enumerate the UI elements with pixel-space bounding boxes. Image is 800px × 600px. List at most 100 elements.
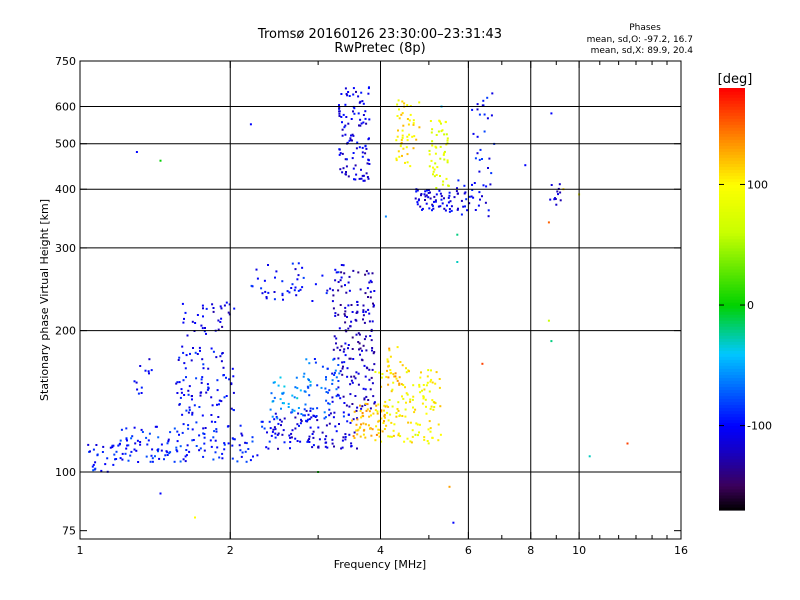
data-point bbox=[127, 444, 130, 447]
colorbar-segment bbox=[719, 115, 745, 119]
data-point bbox=[300, 420, 303, 423]
data-point bbox=[403, 102, 406, 105]
data-point bbox=[333, 411, 336, 414]
colorbar-segment bbox=[719, 274, 745, 279]
data-point bbox=[150, 454, 153, 457]
data-point bbox=[481, 195, 483, 198]
data-point bbox=[450, 205, 453, 208]
data-point bbox=[364, 402, 367, 405]
data-point bbox=[401, 100, 404, 103]
data-point bbox=[263, 427, 266, 430]
data-point bbox=[212, 307, 215, 309]
data-point bbox=[433, 401, 436, 404]
data-point bbox=[325, 441, 328, 444]
colorbar-segment bbox=[719, 91, 745, 95]
data-point bbox=[179, 445, 182, 448]
data-point bbox=[391, 388, 394, 391]
data-point bbox=[452, 521, 455, 524]
data-point bbox=[370, 281, 373, 284]
data-point bbox=[435, 174, 438, 176]
data-point bbox=[306, 385, 309, 388]
data-point bbox=[437, 439, 440, 442]
data-point bbox=[547, 319, 550, 322]
data-point bbox=[343, 313, 346, 316]
data-point bbox=[359, 124, 362, 127]
data-point bbox=[185, 376, 187, 379]
data-point bbox=[554, 197, 556, 200]
data-point bbox=[302, 375, 305, 378]
colorbar-segment bbox=[719, 223, 745, 228]
data-point bbox=[307, 386, 310, 389]
data-point bbox=[355, 90, 357, 93]
data-point bbox=[547, 221, 550, 224]
data-point bbox=[166, 442, 169, 445]
data-point bbox=[316, 407, 319, 410]
colorbar-segment bbox=[719, 184, 745, 189]
data-point bbox=[345, 116, 348, 118]
data-point bbox=[364, 375, 367, 378]
colorbar-tick-label: 0 bbox=[747, 299, 754, 312]
data-point bbox=[362, 344, 365, 347]
data-point bbox=[383, 415, 386, 418]
data-point bbox=[279, 398, 282, 401]
data-point bbox=[202, 307, 204, 310]
data-point bbox=[361, 349, 363, 352]
data-point bbox=[352, 110, 354, 113]
data-point bbox=[274, 412, 277, 415]
data-point bbox=[95, 444, 98, 446]
data-point bbox=[165, 450, 168, 453]
data-point bbox=[269, 408, 272, 411]
data-point bbox=[274, 436, 277, 439]
data-point bbox=[305, 358, 308, 361]
data-point bbox=[372, 302, 374, 305]
colorbar-segment bbox=[719, 103, 745, 107]
data-point bbox=[426, 381, 429, 384]
colorbar-segment bbox=[719, 238, 745, 243]
chart-title-group: Tromsø 20160126 23:30:00–23:31:43 RwPret… bbox=[257, 27, 502, 56]
y-tick-label: 750 bbox=[55, 55, 76, 68]
data-point bbox=[325, 292, 328, 295]
data-point bbox=[324, 387, 327, 390]
data-point bbox=[275, 415, 278, 418]
data-point bbox=[485, 185, 488, 188]
data-point bbox=[401, 364, 404, 367]
data-point bbox=[460, 199, 463, 202]
data-point bbox=[362, 433, 365, 436]
data-point bbox=[398, 415, 401, 417]
data-point bbox=[179, 396, 182, 399]
colorbar-segment bbox=[719, 497, 745, 502]
data-point bbox=[387, 419, 390, 422]
data-point bbox=[324, 438, 327, 441]
data-point bbox=[148, 358, 151, 361]
data-point bbox=[331, 379, 334, 382]
data-point bbox=[146, 443, 149, 446]
data-point bbox=[474, 157, 477, 160]
data-point bbox=[149, 460, 152, 463]
data-point bbox=[339, 349, 342, 352]
data-point bbox=[371, 272, 374, 275]
data-point bbox=[350, 320, 353, 323]
grid-lines bbox=[80, 61, 681, 539]
data-point bbox=[352, 418, 355, 421]
data-point bbox=[424, 398, 427, 401]
data-point bbox=[178, 433, 180, 436]
data-point bbox=[445, 177, 448, 180]
data-point bbox=[211, 303, 214, 306]
colorbar-unit: [deg] bbox=[718, 72, 753, 87]
data-point bbox=[281, 292, 284, 295]
data-point bbox=[362, 314, 365, 317]
colorbar-segment bbox=[719, 241, 745, 246]
data-point bbox=[188, 450, 191, 453]
data-point bbox=[337, 357, 340, 360]
data-point bbox=[373, 402, 376, 405]
data-point bbox=[409, 105, 412, 107]
data-point bbox=[437, 130, 440, 133]
axes: 1 2 4 6 8 10 16 75 100 200 300 400 500 600 750 bbox=[55, 55, 688, 557]
data-point bbox=[357, 332, 360, 335]
data-point bbox=[325, 378, 327, 381]
data-point bbox=[445, 143, 448, 146]
data-point bbox=[344, 158, 347, 161]
colorbar-segment bbox=[719, 371, 745, 375]
data-point bbox=[273, 426, 276, 429]
data-point bbox=[395, 415, 398, 418]
